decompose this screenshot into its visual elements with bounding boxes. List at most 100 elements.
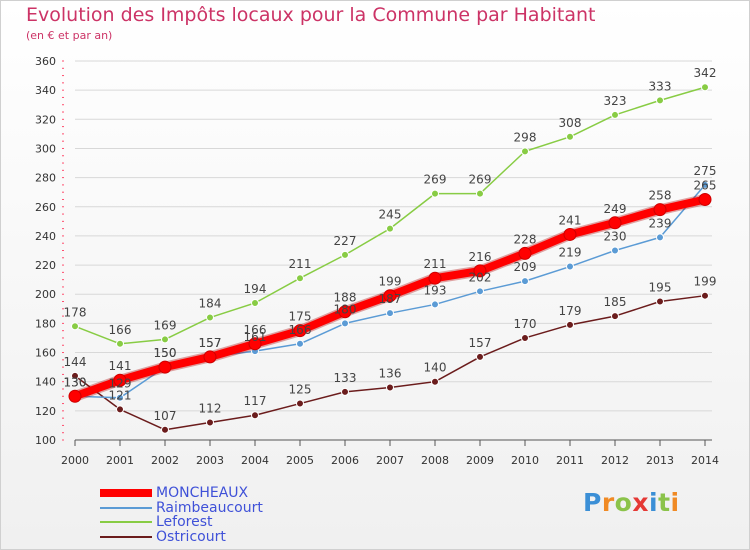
data-point [248, 337, 262, 351]
x-tick-label: 2008 [421, 454, 449, 467]
data-label: 269 [424, 173, 447, 187]
legend-swatch [100, 489, 152, 497]
y-tick-label: 300 [35, 142, 56, 155]
data-point [656, 233, 664, 242]
y-tick-label: 140 [35, 376, 56, 389]
data-point [701, 83, 709, 92]
data-label: 188 [334, 291, 357, 305]
data-label: 211 [424, 257, 447, 271]
data-label: 140 [424, 361, 447, 375]
logo-letter: o [614, 488, 633, 517]
data-point [116, 393, 124, 402]
data-point [206, 313, 214, 322]
data-point [476, 352, 484, 361]
logo-letter: r [601, 488, 615, 517]
data-point [701, 180, 709, 189]
data-label: 175 [289, 310, 312, 324]
data-label: 166 [289, 323, 312, 337]
x-tick-label: 2003 [196, 454, 224, 467]
data-point [341, 250, 349, 259]
x-tick-label: 2013 [646, 454, 674, 467]
data-point [293, 324, 307, 338]
y-tick-label: 180 [35, 317, 56, 330]
logo-letter: x [632, 488, 649, 517]
data-point [206, 418, 214, 427]
data-label: 157 [469, 336, 492, 350]
y-tick-label: 120 [35, 405, 56, 418]
x-tick-label: 2011 [556, 454, 584, 467]
x-tick-label: 2010 [511, 454, 539, 467]
data-point [566, 132, 574, 141]
data-label: 107 [154, 409, 177, 423]
data-point [701, 291, 709, 300]
data-point [476, 189, 484, 198]
data-point [698, 192, 712, 206]
y-tick-label: 340 [35, 84, 56, 97]
data-point [71, 322, 79, 331]
legend-swatch [100, 535, 152, 538]
data-label: 194 [244, 282, 267, 296]
y-tick-label: 280 [35, 172, 56, 185]
data-point [653, 203, 667, 217]
data-label: 333 [649, 79, 672, 93]
data-label: 184 [199, 297, 222, 311]
data-label: 117 [244, 394, 267, 408]
data-label: 228 [514, 232, 537, 246]
x-tick-label: 2001 [106, 454, 134, 467]
data-label: 161 [244, 330, 267, 344]
y-tick-label: 260 [35, 201, 56, 214]
data-point [161, 425, 169, 434]
data-point [386, 383, 394, 392]
data-point [161, 335, 169, 344]
data-point [68, 389, 82, 403]
data-label: 195 [649, 281, 672, 295]
x-tick-label: 2012 [601, 454, 629, 467]
logo-letter: i [670, 488, 680, 517]
data-point [116, 339, 124, 348]
data-point [341, 387, 349, 396]
data-point [518, 246, 532, 260]
data-label: 199 [694, 275, 717, 289]
data-label: 209 [514, 260, 537, 274]
x-tick-label: 2000 [61, 454, 89, 467]
y-tick-label: 100 [35, 434, 56, 447]
data-label: 133 [334, 371, 357, 385]
data-label: 178 [64, 305, 87, 319]
y-tick-label: 360 [35, 55, 56, 68]
data-label: 265 [694, 178, 717, 192]
y-tick-label: 320 [35, 113, 56, 126]
data-point [431, 189, 439, 198]
data-label: 166 [109, 323, 132, 337]
data-point [341, 319, 349, 328]
data-label: 136 [379, 367, 402, 381]
legend-swatch [100, 521, 152, 523]
data-label: 245 [379, 208, 402, 222]
data-point [296, 399, 304, 408]
data-label: 258 [649, 189, 672, 203]
data-point [251, 411, 259, 420]
data-point [71, 371, 79, 380]
data-point [476, 287, 484, 296]
data-label: 130 [64, 375, 87, 389]
x-tick-label: 2009 [466, 454, 494, 467]
data-label: 269 [469, 173, 492, 187]
data-point [386, 309, 394, 318]
data-point [431, 377, 439, 386]
data-label: 169 [154, 318, 177, 332]
legend-label: Raimbeaucourt [156, 499, 263, 516]
data-label: 125 [289, 383, 312, 397]
logo-letter: t [658, 488, 671, 517]
data-label: 130 [64, 375, 87, 389]
data-point [431, 300, 439, 309]
data-point [251, 298, 259, 307]
data-label: 144 [64, 355, 87, 369]
data-point [611, 246, 619, 255]
data-point [521, 277, 529, 286]
legend-label: Ostricourt [156, 528, 226, 545]
data-point [611, 110, 619, 119]
logo-letter: i [649, 488, 659, 517]
data-label: 112 [199, 402, 222, 416]
data-label: 141 [109, 359, 132, 373]
